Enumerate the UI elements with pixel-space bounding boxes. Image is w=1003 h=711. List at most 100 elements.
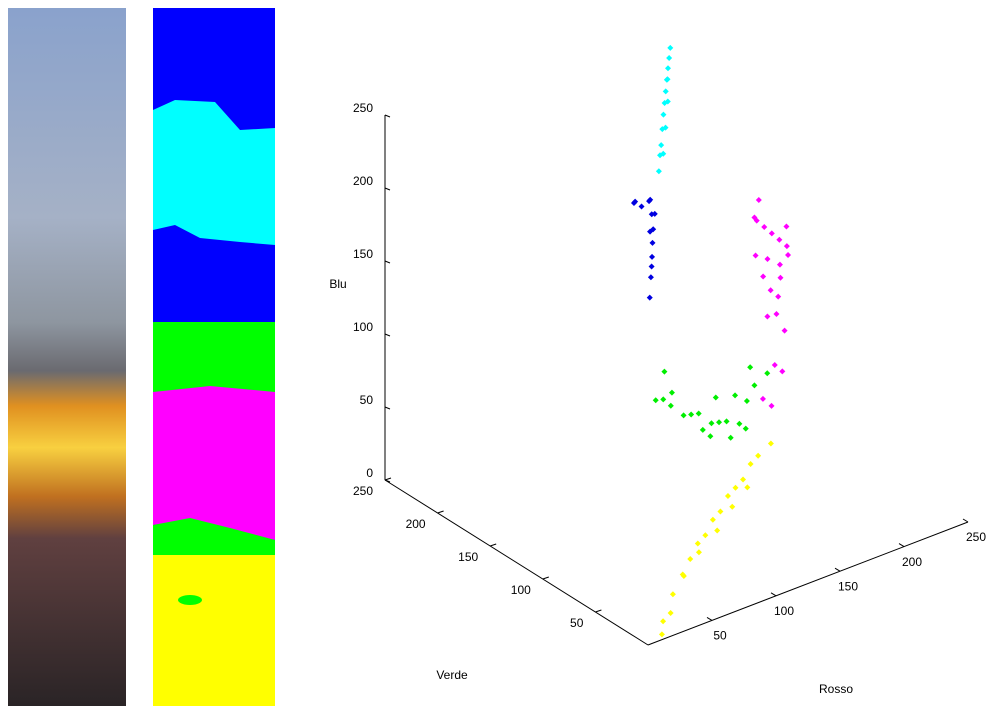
point <box>655 168 662 175</box>
y-tick <box>542 576 549 580</box>
point <box>714 527 721 534</box>
y-tick <box>384 477 392 481</box>
point <box>747 364 754 371</box>
point <box>695 410 702 417</box>
z-tick-label: 200 <box>353 174 373 188</box>
point <box>740 476 747 483</box>
y-tick <box>595 609 602 613</box>
point <box>777 274 784 281</box>
segment-cyan <box>153 100 275 245</box>
point <box>649 253 656 260</box>
point <box>744 484 751 491</box>
point <box>687 555 694 562</box>
point <box>651 210 658 217</box>
point <box>764 370 771 377</box>
point <box>771 361 778 368</box>
point <box>732 484 739 491</box>
point <box>768 230 775 237</box>
point <box>667 610 674 617</box>
point <box>767 440 774 447</box>
x-tick-label: 150 <box>838 579 858 593</box>
point <box>724 492 731 499</box>
point <box>751 382 758 389</box>
point <box>755 452 762 459</box>
x-tick <box>706 616 713 621</box>
point <box>649 239 656 246</box>
point <box>708 420 715 427</box>
point <box>732 392 739 399</box>
point <box>761 223 768 230</box>
source-photo <box>8 8 126 706</box>
point <box>657 152 664 159</box>
y-tick-label: 250 <box>353 484 373 498</box>
y-tick <box>437 510 444 514</box>
x-tick <box>962 518 969 523</box>
point <box>648 263 655 270</box>
point <box>785 251 792 258</box>
point <box>660 396 667 403</box>
point <box>694 540 701 547</box>
point <box>743 397 750 404</box>
point <box>664 76 671 83</box>
point <box>783 223 790 230</box>
point <box>630 200 637 207</box>
point <box>699 426 706 433</box>
point <box>647 196 654 203</box>
point <box>638 203 645 210</box>
point <box>712 394 719 401</box>
point <box>727 434 734 441</box>
point <box>661 368 668 375</box>
y-tick <box>490 543 497 547</box>
z-tick-label: 0 <box>366 466 373 480</box>
point <box>752 252 759 259</box>
z-tick-label: 50 <box>360 393 374 407</box>
point <box>646 294 653 301</box>
segment-green-2 <box>153 518 275 558</box>
point <box>759 395 766 402</box>
x-tick <box>770 592 777 597</box>
y-axis-line <box>384 479 649 646</box>
z-tick-label: 100 <box>353 320 373 334</box>
point <box>776 236 783 243</box>
point <box>667 402 674 409</box>
y-tick-label: 200 <box>406 517 426 531</box>
y-tick-label: 150 <box>458 550 478 564</box>
x-tick-label: 50 <box>713 629 727 643</box>
point <box>729 503 736 510</box>
point <box>647 228 654 235</box>
z-tick <box>384 333 391 337</box>
point <box>662 88 669 95</box>
point <box>652 397 659 404</box>
point <box>709 516 716 523</box>
segmented-image <box>153 8 275 706</box>
z-axis-label: Blu <box>329 277 346 291</box>
point <box>723 418 730 425</box>
point <box>775 293 782 300</box>
point <box>751 214 758 221</box>
point <box>660 618 667 625</box>
y-tick-label: 50 <box>570 616 584 630</box>
point <box>658 142 665 149</box>
point <box>680 412 687 419</box>
point <box>666 55 673 62</box>
x-tick-label: 200 <box>902 555 922 569</box>
point <box>647 274 654 281</box>
point <box>764 256 771 263</box>
point <box>747 461 754 467</box>
point <box>707 433 714 440</box>
point <box>668 389 675 396</box>
point <box>781 327 788 334</box>
point <box>664 98 671 105</box>
point <box>742 425 749 432</box>
y-tick-label: 100 <box>511 583 531 597</box>
z-tick-label: 150 <box>353 247 373 261</box>
point <box>702 532 709 539</box>
point <box>665 65 671 72</box>
z-tick <box>384 187 391 191</box>
point <box>764 313 771 320</box>
point <box>716 419 723 426</box>
x-tick <box>834 567 841 572</box>
y-axis-label: Verde <box>436 668 468 682</box>
